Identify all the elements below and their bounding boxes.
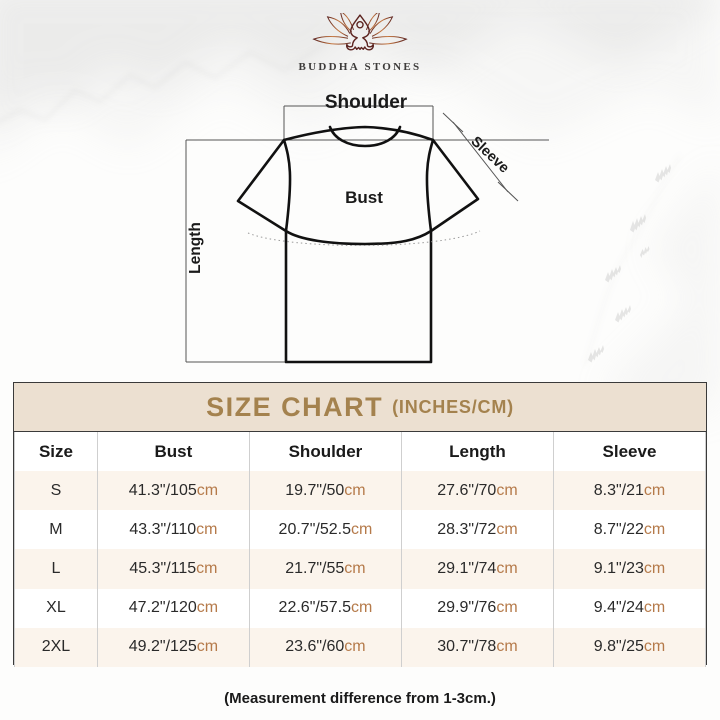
svg-text:Shoulder: Shoulder bbox=[325, 92, 408, 113]
svg-text:Bust: Bust bbox=[345, 188, 383, 207]
svg-text:Length: Length bbox=[187, 222, 204, 274]
